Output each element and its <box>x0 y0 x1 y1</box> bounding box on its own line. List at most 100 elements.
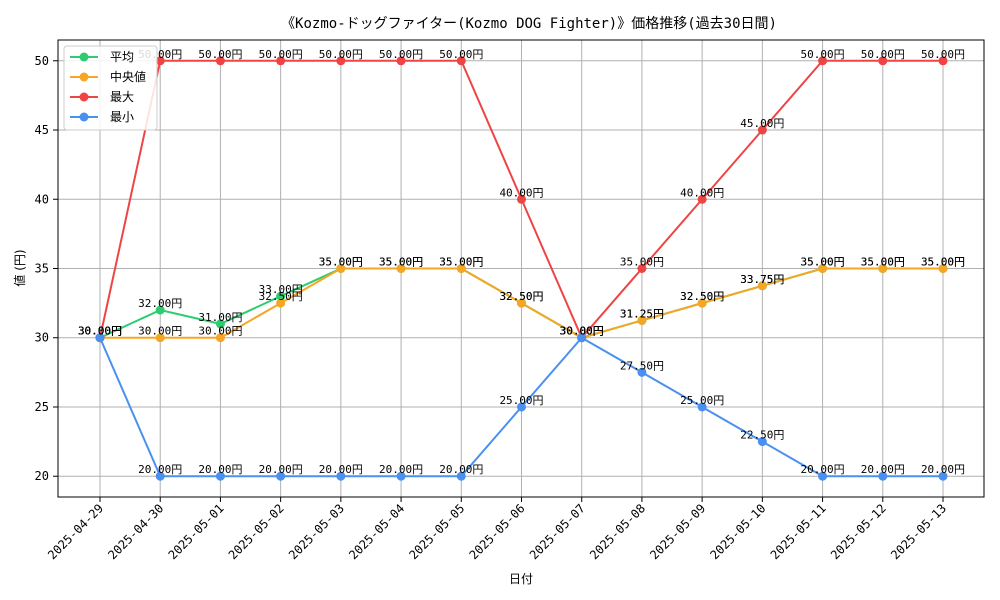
data-point <box>456 56 466 66</box>
legend-item: 最小 <box>70 110 134 124</box>
data-point <box>697 402 707 412</box>
data-label: 35.00円 <box>861 256 905 269</box>
data-point <box>155 333 165 343</box>
x-tick-label: 2025-05-12 <box>828 501 889 562</box>
data-point <box>336 264 346 273</box>
y-tick-label: 50 <box>35 54 49 68</box>
data-label: 31.00円 <box>198 311 242 324</box>
data-point <box>215 56 225 66</box>
plot-frame <box>57 39 985 498</box>
data-point <box>697 194 707 204</box>
data-label: 30.00円 <box>560 325 604 338</box>
data-label: 30.00円 <box>78 325 122 338</box>
data-point <box>637 367 647 377</box>
data-label: 32.50円 <box>680 290 724 303</box>
data-label: 50.00円 <box>439 48 483 61</box>
data-label: 20.00円 <box>259 463 303 476</box>
legend-marker <box>79 92 89 102</box>
data-label: 20.00円 <box>379 463 423 476</box>
x-tick-label: 2025-05-09 <box>647 501 708 562</box>
data-label: 35.00円 <box>439 256 483 269</box>
data-label: 35.00円 <box>801 256 845 269</box>
data-point <box>155 56 165 66</box>
data-label: 20.00円 <box>319 463 363 476</box>
data-point <box>336 471 346 481</box>
data-label: 32.50円 <box>680 290 724 303</box>
series-group <box>95 56 948 481</box>
data-label: 30.00円 <box>78 325 122 338</box>
x-tick-label: 2025-05-10 <box>707 501 768 562</box>
data-label: 33.75円 <box>740 273 784 286</box>
data-label: 31.25円 <box>620 307 664 320</box>
data-label: 20.00円 <box>801 463 845 476</box>
data-label: 50.00円 <box>319 48 363 61</box>
data-label: 20.00円 <box>198 463 242 476</box>
data-label: 20.00円 <box>921 463 965 476</box>
x-tick-label: 2025-04-30 <box>105 501 166 562</box>
y-tick-label: 25 <box>35 400 49 414</box>
data-point <box>878 471 888 481</box>
data-label: 22.50円 <box>740 429 784 442</box>
x-tick-label: 2025-05-01 <box>166 501 227 562</box>
chart-title: 《Kozmo-ドッグファイター(Kozmo DOG Fighter)》価格推移(… <box>281 16 777 32</box>
data-label: 25.00円 <box>680 394 724 407</box>
data-point <box>878 264 888 273</box>
data-point <box>517 402 526 412</box>
data-label: 50.00円 <box>379 48 423 61</box>
legend-marker <box>79 52 89 62</box>
data-point <box>697 298 707 308</box>
legend-box <box>63 45 158 131</box>
data-label: 25.00円 <box>499 394 543 407</box>
data-point <box>757 125 767 135</box>
data-point <box>818 56 828 66</box>
data-label: 33.00円 <box>259 283 303 296</box>
data-point <box>155 471 165 481</box>
legend-label: 平均 <box>110 50 134 64</box>
data-label: 45.00円 <box>740 117 784 130</box>
x-tick-label: 2025-05-02 <box>226 501 287 562</box>
x-tick-label: 2025-05-13 <box>888 501 949 562</box>
data-labels: 30.00円 32.00円 31.00円 33.00円 35.00円 35.00円 35.0… <box>78 48 965 476</box>
x-tick-label: 2025-05-06 <box>467 501 528 562</box>
data-label: 40.00円 <box>499 186 543 199</box>
data-label: 50.00円 <box>198 48 242 61</box>
data-point <box>95 333 105 343</box>
data-label: 32.50円 <box>499 290 543 303</box>
y-tick-label: 35 <box>35 262 49 276</box>
legend-marker <box>79 112 89 122</box>
data-label: 30.00円 <box>560 325 604 338</box>
data-point <box>637 315 647 325</box>
x-axis-title: 日付 <box>509 572 533 586</box>
y-tick-label: 45 <box>35 123 49 137</box>
data-point <box>517 194 526 204</box>
data-label: 35.00円 <box>319 256 363 269</box>
data-point <box>396 56 406 66</box>
data-label: 35.00円 <box>921 256 965 269</box>
data-label: 35.00円 <box>620 256 664 269</box>
data-label: 27.50円 <box>620 359 664 372</box>
data-label: 30.00円 <box>138 325 182 338</box>
data-label: 30.00円 <box>560 325 604 338</box>
data-label: 50.00円 <box>801 48 845 61</box>
data-label: 32.50円 <box>259 290 303 303</box>
legend-label: 最大 <box>110 90 134 104</box>
y-axis-title: 値 (円) <box>12 249 27 286</box>
data-point <box>215 471 225 481</box>
x-tick-label: 2025-05-08 <box>587 501 648 562</box>
data-label: 30.00円 <box>198 325 242 338</box>
x-tick-label: 2025-04-29 <box>45 501 106 562</box>
data-label: 32.00円 <box>138 297 182 310</box>
data-label: 33.75円 <box>740 273 784 286</box>
x-tick-label: 2025-05-11 <box>768 501 829 562</box>
y-tick-label: 40 <box>35 192 49 206</box>
data-label: 20.00円 <box>861 463 905 476</box>
data-point <box>396 264 406 273</box>
data-label: 30.00円 <box>560 325 604 338</box>
x-tick-label: 2025-05-03 <box>286 501 347 562</box>
data-label: 50.00円 <box>921 48 965 61</box>
data-point <box>276 56 286 66</box>
data-point <box>276 291 286 301</box>
data-point <box>757 281 767 291</box>
